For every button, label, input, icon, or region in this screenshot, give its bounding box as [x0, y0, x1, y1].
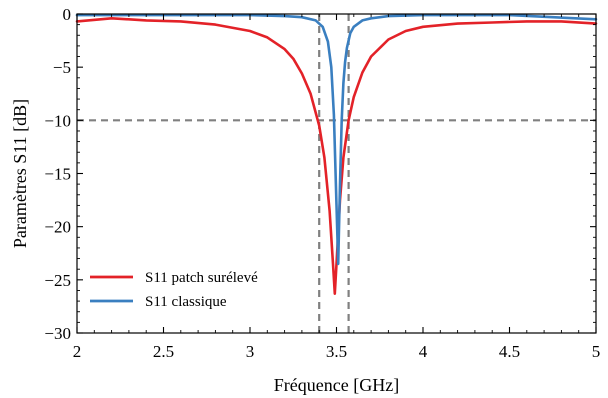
y-axis-ticks: 0 −5 −10 −15 −20 −25 −30 [44, 5, 596, 343]
y-axis-label: Paramètres S11 [dB] [10, 99, 30, 248]
y-tick-label: −15 [44, 165, 71, 184]
series-line-0 [75, 16, 598, 296]
x-axis-ticks: 2 2.5 3 3.5 4 4.5 5 [73, 14, 601, 361]
legend-label-1: S11 classique [145, 294, 227, 310]
y-tick-label: 0 [63, 5, 72, 24]
series-line-1 [75, 13, 598, 266]
y-tick-label: −10 [44, 111, 71, 130]
x-tick-label: 5 [592, 342, 601, 361]
y-tick-label: −25 [44, 271, 71, 290]
x-tick-label: 2 [73, 342, 82, 361]
y-tick-label: −5 [53, 58, 71, 77]
x-tick-label: 2.5 [153, 342, 174, 361]
x-tick-label: 4 [419, 342, 428, 361]
series-lines [75, 13, 598, 296]
y-tick-label: −20 [44, 218, 71, 237]
x-axis-label: Fréquence [GHz] [274, 375, 399, 395]
reference-lines [77, 14, 596, 333]
legend-label-0: S11 patch surélevé [145, 270, 258, 286]
y-tick-label: −30 [44, 324, 71, 343]
legend: S11 patch surélevé S11 classique [90, 270, 258, 310]
x-tick-label: 3.5 [326, 342, 347, 361]
x-tick-label: 4.5 [499, 342, 520, 361]
x-tick-label: 3 [246, 342, 255, 361]
